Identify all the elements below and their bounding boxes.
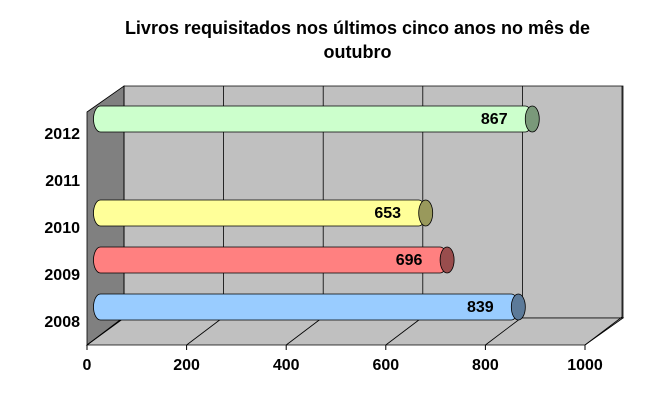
- bar-cap: [524, 105, 540, 133]
- data-label: 653: [374, 205, 401, 222]
- x-tick-label: 200: [173, 357, 200, 374]
- floor-grid-line: [385, 316, 424, 346]
- floor: [85, 317, 625, 346]
- y-tick-label: 2008: [44, 314, 80, 331]
- x-tick-label: 800: [472, 357, 499, 374]
- labels: 0 200 400 600 800 1000 2008 839 2009 696 2010 653 20…: [44, 111, 602, 374]
- y-tick-label: 2011: [45, 173, 80, 190]
- bar: [93, 293, 519, 321]
- y-tick-label: 2009: [44, 267, 80, 284]
- x-tick-label: 0: [83, 357, 92, 374]
- bar: [93, 246, 448, 274]
- bar-cap: [510, 293, 526, 321]
- floor-grid-line: [285, 316, 324, 346]
- data-label: 696: [396, 252, 423, 269]
- floor-grid-line: [86, 316, 125, 346]
- floor-grid-line: [584, 316, 623, 346]
- bar-cap: [439, 246, 455, 274]
- bar: [93, 105, 533, 133]
- floor-grid-line: [485, 316, 523, 346]
- x-tick-label: 600: [372, 357, 399, 374]
- chart-title: Livros requisitados nos últimos cinco an…: [124, 18, 591, 62]
- bar-cap: [418, 199, 434, 227]
- y-tick-label: 2010: [44, 220, 80, 237]
- floor-grid-line: [186, 316, 224, 346]
- data-label: 867: [481, 111, 508, 128]
- bars: [93, 105, 540, 321]
- y-tick-label: 2012: [44, 126, 80, 143]
- x-tick-label: 400: [273, 357, 300, 374]
- x-tick-label: 1000: [567, 357, 603, 374]
- data-label: 839: [467, 299, 494, 316]
